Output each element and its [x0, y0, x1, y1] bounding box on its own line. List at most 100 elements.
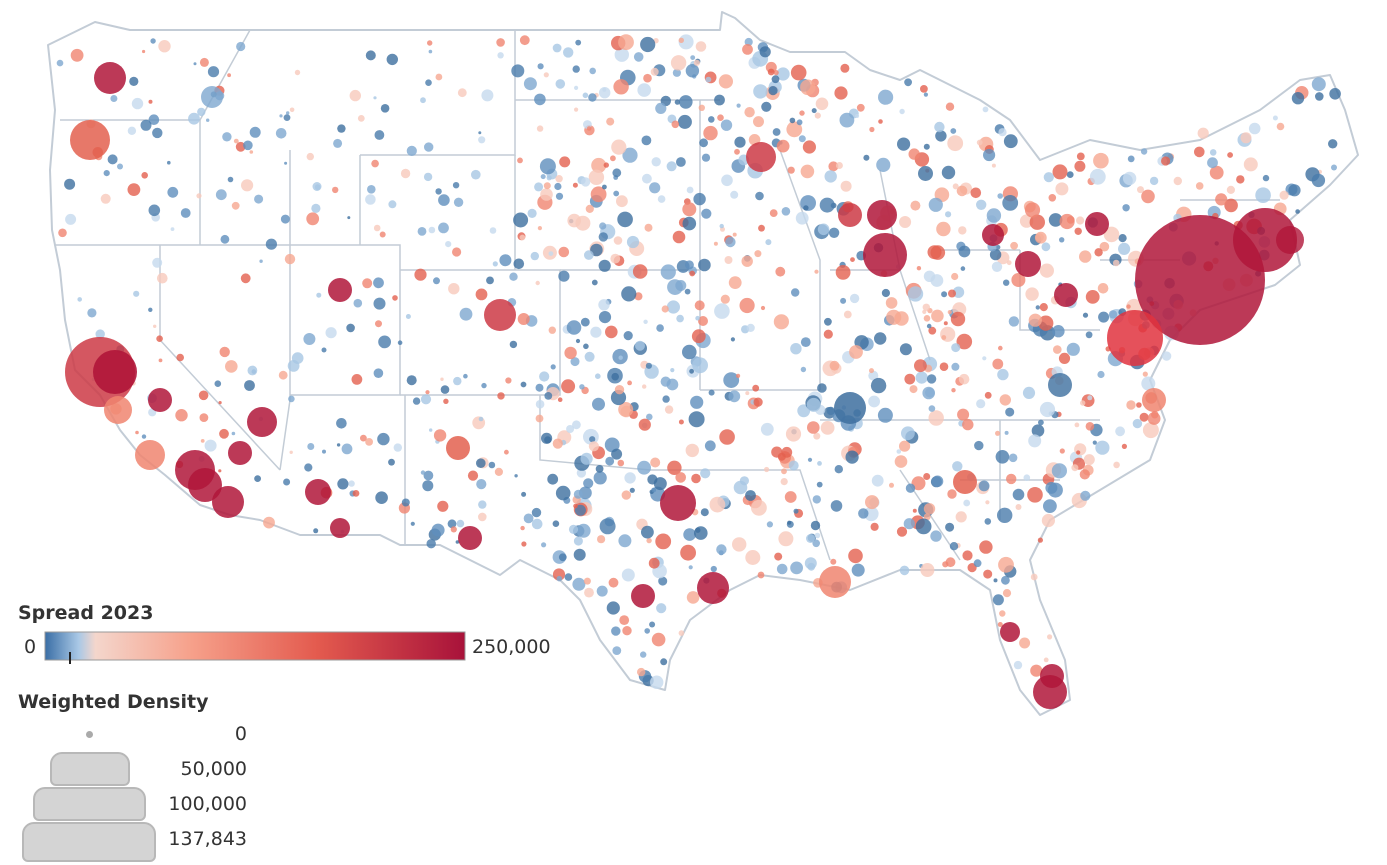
county-bubble: [1004, 430, 1009, 435]
county-bubble: [754, 250, 762, 258]
county-bubble: [552, 568, 566, 581]
county-bubble: [353, 298, 363, 308]
county-bubble: [920, 85, 928, 93]
county-bubble: [566, 425, 575, 433]
county-bubble: [283, 114, 291, 121]
county-bubble: [752, 384, 760, 392]
county-bubble: [420, 97, 426, 104]
county-bubble: [505, 377, 512, 384]
county-bubble: [225, 360, 238, 373]
county-bubble: [420, 394, 432, 405]
county-bubble: [196, 193, 202, 199]
county-bubble: [142, 49, 146, 54]
county-bubble: [904, 78, 912, 87]
county-bubble: [583, 478, 594, 489]
county-bubble: [1055, 182, 1069, 196]
county-bubble: [646, 537, 652, 544]
county-bubble: [956, 333, 973, 350]
county-bubble: [520, 381, 527, 388]
county-bubble: [1095, 440, 1110, 455]
county-bubble: [148, 388, 172, 412]
county-bubble: [367, 185, 376, 194]
county-bubble: [997, 193, 1003, 199]
county-bubble: [589, 67, 596, 75]
county-bubble: [688, 565, 693, 570]
county-bubble: [612, 168, 622, 178]
county-bubble: [773, 314, 790, 330]
county-bubble: [1006, 473, 1017, 485]
county-bubble: [1142, 422, 1159, 439]
county-bubble: [941, 335, 947, 340]
county-bubble: [254, 194, 264, 204]
county-bubble: [380, 104, 390, 113]
county-bubble: [878, 119, 883, 124]
county-bubble: [997, 507, 1013, 523]
county-bubble: [923, 143, 930, 150]
county-bubble: [478, 131, 482, 135]
county-bubble: [644, 223, 653, 232]
county-bubble: [279, 114, 283, 118]
county-bubble: [110, 95, 118, 102]
county-bubble: [1233, 208, 1297, 272]
county-bubble: [608, 577, 619, 588]
county-bubble: [386, 53, 398, 66]
county-bubble: [1082, 312, 1089, 318]
county-bubble: [682, 344, 697, 360]
county-bubble: [868, 370, 879, 381]
county-bubble: [388, 200, 397, 209]
county-bubble: [429, 428, 433, 432]
county-bubble: [199, 57, 209, 67]
county-bubble: [1008, 453, 1018, 463]
county-bubble: [774, 552, 783, 561]
county-bubble: [227, 176, 234, 183]
county-bubble: [790, 343, 802, 355]
county-bubble: [1052, 325, 1065, 338]
county-bubble: [330, 518, 350, 538]
county-bubble: [650, 67, 659, 76]
county-bubble: [574, 85, 579, 90]
county-bubble: [894, 311, 909, 326]
county-bubble: [787, 520, 792, 525]
county-bubble: [962, 550, 973, 561]
county-bubble: [574, 504, 586, 516]
county-bubble: [1331, 164, 1337, 171]
county-bubble: [375, 491, 388, 505]
county-bubble: [405, 314, 411, 319]
county-bubble: [819, 566, 851, 598]
county-bubble: [646, 413, 653, 421]
county-bubble: [509, 272, 518, 281]
county-bubble: [993, 578, 998, 583]
county-bubble: [249, 126, 261, 138]
county-bubble: [572, 420, 581, 430]
county-bubble: [593, 471, 607, 485]
county-bubble: [826, 406, 835, 416]
county-bubble: [611, 139, 627, 155]
county-bubble: [1098, 311, 1110, 323]
county-bubble: [885, 297, 898, 309]
county-bubble: [435, 73, 443, 81]
county-bubble: [426, 539, 436, 549]
county-bubble: [911, 476, 926, 491]
county-bubble: [691, 329, 706, 344]
county-bubble: [931, 309, 944, 323]
county-bubble: [986, 208, 1002, 223]
county-bubble: [640, 651, 647, 658]
county-bubble: [588, 93, 597, 102]
county-bubble: [760, 305, 766, 311]
county-bubble: [311, 203, 321, 213]
county-bubble: [704, 440, 716, 452]
county-bubble: [1122, 204, 1130, 212]
county-bubble: [641, 525, 654, 539]
county-bubble: [955, 511, 967, 523]
county-bubble: [949, 542, 959, 551]
county-bubble: [95, 329, 105, 339]
county-bubble: [231, 431, 236, 436]
county-bubble: [557, 397, 563, 403]
county-bubble: [800, 164, 815, 179]
county-bubble: [476, 479, 487, 490]
county-bubble: [597, 535, 606, 544]
county-bubble: [351, 374, 363, 385]
county-bubble: [527, 208, 537, 218]
county-bubble: [583, 577, 591, 585]
